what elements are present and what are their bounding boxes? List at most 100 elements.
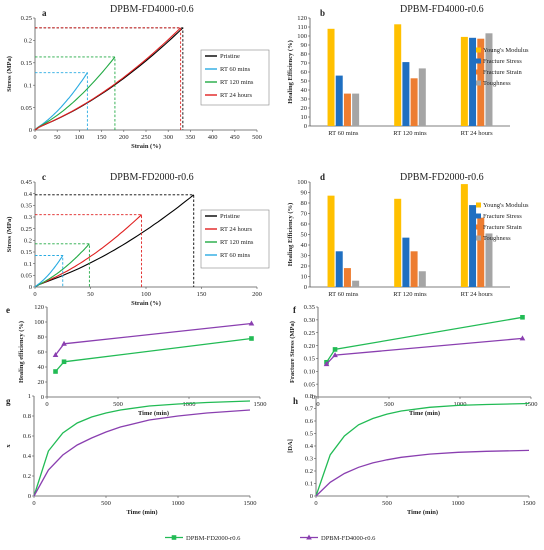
y-tick-label: 70 [301, 60, 308, 67]
panel-c: c DPBM-FD2000-r0.6 0 0.05 0.1 0.15 0.2 0.25 0.3 0… [6, 172, 270, 307]
guide-3 [35, 27, 182, 130]
y-axis-label: Stress (MPa) [6, 217, 13, 253]
y-tick-label: 0 [41, 394, 44, 401]
x-tick-label: 500 [113, 401, 123, 408]
bottom-legend: DPBM-FD2000-r0.6 DPBM-FD4000-r0.6 [165, 534, 376, 542]
y-tick-label: 0.3 [305, 456, 313, 463]
y-tick-label: 50 [301, 78, 308, 85]
legend-box [200, 49, 270, 106]
curve-3 [34, 255, 64, 288]
y-tick-label: 90 [301, 42, 308, 49]
legend-swatch [476, 47, 481, 53]
legend-label: Fracture Strain [483, 224, 523, 231]
y-tick-label: 0.8 [23, 413, 31, 420]
y-tick-label: 80 [301, 51, 308, 58]
y-axis-label: Stress (MPa) [6, 56, 13, 92]
x-tick-label: 250 [141, 134, 151, 141]
y-tick-label: 100 [297, 33, 307, 40]
y-tick-label: 0 [28, 493, 31, 500]
y-tick-label: 0.2 [24, 38, 32, 45]
x-category-label: RT 24 hours [461, 130, 493, 137]
y-tick-label: 40 [301, 87, 308, 94]
marker-triangle [52, 352, 59, 357]
bar [418, 271, 426, 287]
y-tick-label: 0.10 [304, 368, 315, 375]
curve-0 [34, 194, 195, 288]
legend-label: Pristine [220, 53, 240, 60]
guide-1 [35, 214, 143, 287]
bar [343, 93, 351, 126]
x-tick-label: 150 [97, 134, 107, 141]
x-category-label: RT 60 mins [328, 291, 359, 298]
legend-label: Young's Modulus [483, 47, 529, 54]
legend-swatch [476, 202, 481, 208]
bar [394, 24, 402, 126]
y-tick-label: 30 [301, 96, 308, 103]
y-tick-label: 100 [297, 179, 307, 186]
y-tick-label: 0.1 [24, 261, 32, 268]
legend-swatch [476, 69, 481, 75]
y-tick-label: 0.25 [21, 226, 32, 233]
guide-2 [35, 243, 90, 287]
legend-label: Fracture Strain [483, 69, 523, 76]
x-tick-label: 1000 [452, 500, 465, 507]
legend-label: DPBM-FD2000-r0.6 [186, 535, 241, 542]
y-tick-label: 90 [301, 190, 308, 197]
y-tick-label: 0.2 [24, 238, 32, 245]
x-category-label: RT 24 hours [461, 291, 493, 298]
y-tick-label: 0.4 [305, 443, 314, 450]
marker-square [332, 347, 338, 352]
guide-3 [35, 255, 64, 287]
y-axis-label: Fracture Stress (MPa) [289, 321, 296, 383]
legend-label: Fracture Stress [483, 58, 522, 65]
y-tick-label: 0.20 [304, 343, 315, 350]
x-category-label: RT 120 mins [393, 130, 427, 137]
legend-box [200, 209, 270, 269]
bar [335, 251, 343, 287]
bar [327, 195, 335, 287]
y-tick-label: 0.3 [24, 214, 32, 221]
marker-triangle [323, 361, 330, 367]
y-tick-label: 40 [301, 242, 308, 249]
marker-square [249, 336, 254, 341]
legend-swatch [476, 224, 481, 230]
marker-square [53, 369, 58, 374]
guide-0 [35, 194, 195, 287]
x-tick-label: 0 [32, 500, 35, 507]
y-tick-label: 60 [301, 69, 308, 76]
y-axis-label: Healing Efficiency (%) [287, 40, 294, 104]
x-tick-label: 400 [208, 134, 218, 141]
y-tick-label: 120 [34, 304, 44, 311]
marker-square [520, 314, 525, 320]
y-tick-label: 0 [29, 284, 32, 291]
x-tick-label: 50 [87, 291, 94, 298]
x-tick-label: 200 [119, 134, 129, 141]
x-tick-label: 1500 [525, 401, 538, 408]
legend-label: Young's Modulus [483, 202, 529, 209]
x-axis-label: Time (min) [409, 410, 440, 417]
curve-2 [34, 243, 90, 288]
bar [394, 198, 402, 287]
x-tick-label: 500 [252, 134, 262, 141]
y-tick-label: 0.1 [305, 481, 313, 488]
bar [469, 37, 477, 126]
y-tick-label: 0.8 [305, 393, 313, 400]
x-tick-label: 500 [101, 500, 111, 507]
bar [402, 62, 410, 126]
panel-d: d DPBM-FD2000-r0.6 0 10 20 30 40 50 60 70 80 90 100 H… [287, 172, 529, 298]
panel-b: b DPBM-FD4000-r0.6 0 10 20 30 40 50 60 70 80 90 100 1… [287, 4, 529, 137]
y-tick-label: 0.35 [304, 304, 315, 311]
x-tick-label: 0 [33, 291, 36, 298]
y-tick-label: 0.25 [304, 330, 315, 337]
bar [485, 233, 493, 287]
y-tick-label: 0.6 [305, 418, 314, 425]
y-tick-label: 0.05 [21, 273, 32, 280]
panel-letter: c [42, 172, 46, 182]
x-tick-label: 0 [314, 500, 317, 507]
y-tick-label: 80 [38, 334, 45, 341]
y-tick-label: 20 [38, 379, 45, 386]
y-tick-label: 30 [301, 253, 308, 260]
x-tick-label: 1500 [244, 500, 257, 507]
legend-swatch [476, 213, 481, 219]
legend-label: RT 24 hours [220, 92, 252, 99]
